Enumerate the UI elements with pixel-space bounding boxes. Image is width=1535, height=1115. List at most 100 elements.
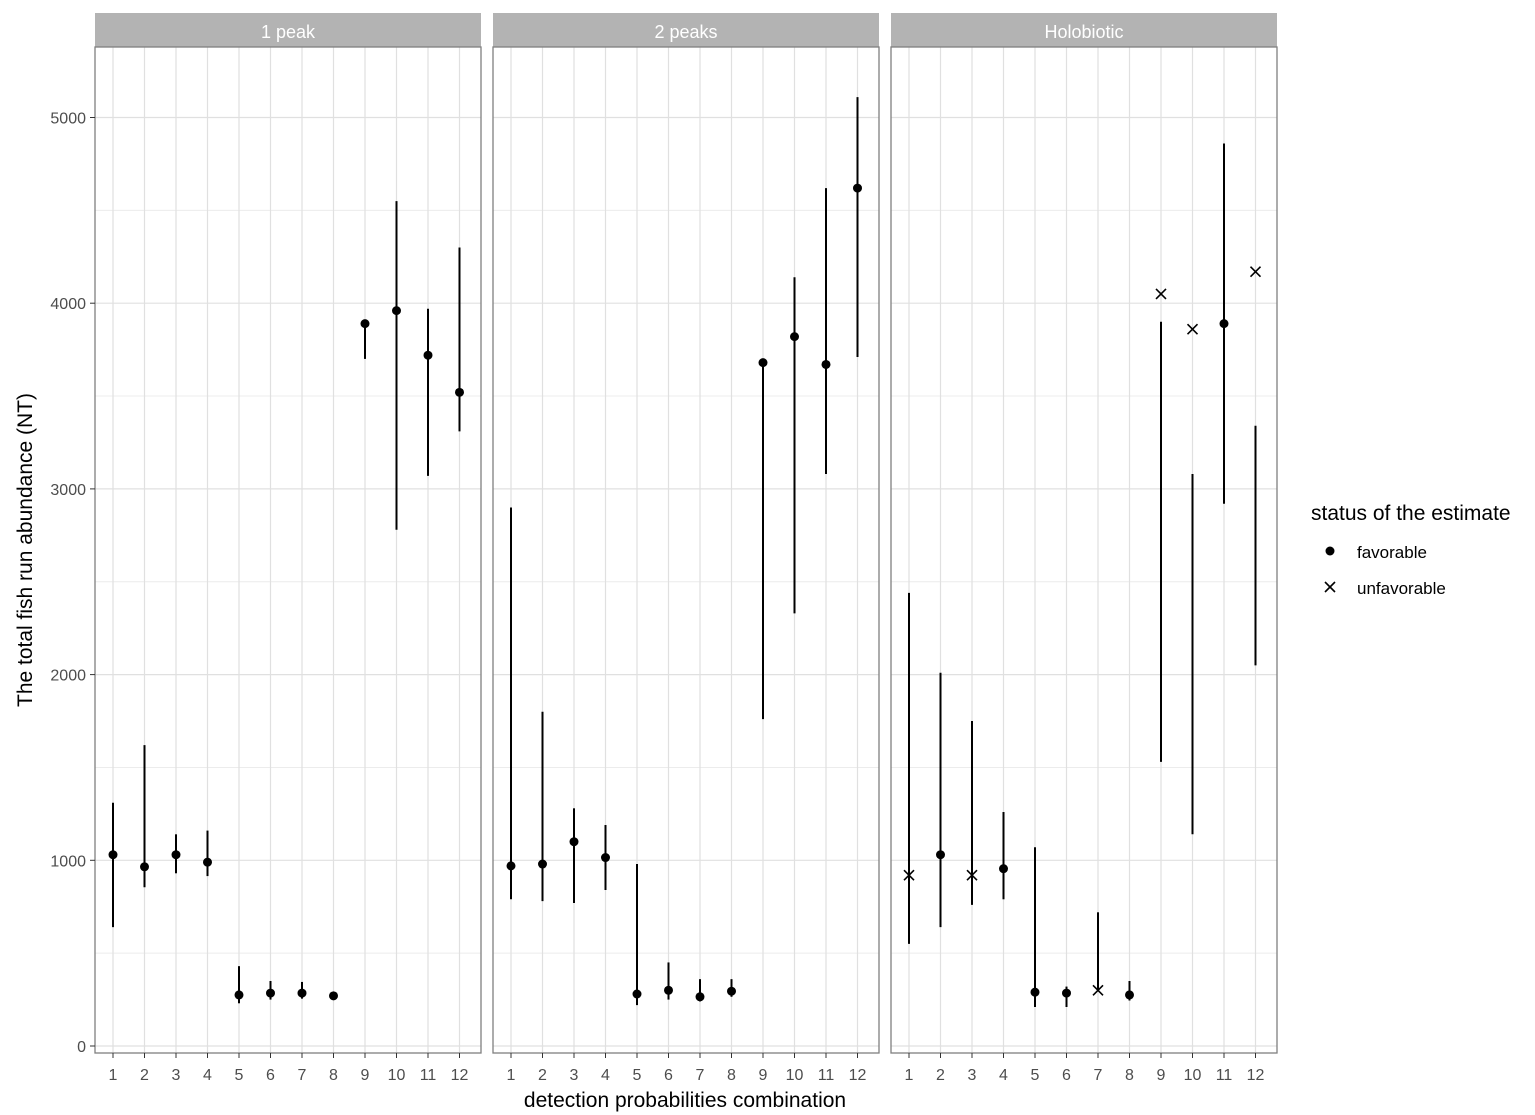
point-favorable bbox=[1062, 988, 1071, 998]
point-favorable bbox=[360, 319, 370, 329]
x-tick-label: 5 bbox=[633, 1067, 642, 1084]
panel-border bbox=[890, 46, 1278, 1054]
y-tick-label: 5000 bbox=[50, 111, 86, 128]
point-unfavorable bbox=[1092, 984, 1104, 996]
x-tick-label: 8 bbox=[1125, 1067, 1134, 1084]
x-tick-label: 6 bbox=[1062, 1067, 1071, 1084]
x-tick-label: 4 bbox=[999, 1067, 1008, 1084]
point-favorable bbox=[999, 864, 1008, 874]
facet-strip bbox=[95, 13, 481, 47]
x-tick-label: 9 bbox=[759, 1067, 768, 1084]
point-favorable bbox=[297, 988, 307, 998]
x-tick-label: 11 bbox=[818, 1067, 835, 1084]
x-tick-label: 4 bbox=[203, 1067, 212, 1084]
y-tick-label: 3000 bbox=[50, 482, 86, 499]
x-tick-label: 5 bbox=[235, 1067, 244, 1084]
legend-key-unfavorable bbox=[1324, 581, 1336, 593]
x-tick-label: 7 bbox=[298, 1067, 307, 1084]
x-tick-label: 2 bbox=[936, 1067, 945, 1084]
point-favorable bbox=[455, 387, 464, 397]
x-tick-label: 11 bbox=[1216, 1067, 1233, 1084]
x-tick-label: 3 bbox=[968, 1067, 977, 1084]
point-favorable bbox=[632, 989, 642, 999]
x-tick-label: 11 bbox=[420, 1067, 437, 1084]
x-tick-label: 9 bbox=[1157, 1067, 1166, 1084]
point-favorable bbox=[266, 988, 275, 998]
x-tick-label: 9 bbox=[361, 1067, 370, 1084]
point-favorable bbox=[1030, 987, 1040, 997]
x-tick-label: 1 bbox=[507, 1067, 516, 1084]
point-favorable bbox=[171, 850, 181, 860]
y-tick-label: 0 bbox=[77, 1039, 86, 1056]
point-favorable bbox=[790, 332, 799, 342]
legend-label-favorable: favorable bbox=[1357, 543, 1427, 562]
x-tick-label: 1 bbox=[109, 1067, 118, 1084]
point-favorable bbox=[234, 990, 244, 1000]
x-tick-label: 7 bbox=[1094, 1067, 1103, 1084]
point-unfavorable bbox=[1249, 266, 1262, 278]
point-favorable bbox=[423, 350, 433, 360]
point-favorable bbox=[853, 183, 862, 193]
point-favorable bbox=[108, 850, 118, 860]
x-tick-label: 12 bbox=[1247, 1067, 1265, 1084]
x-tick-label: 2 bbox=[140, 1067, 149, 1084]
y-tick-label: 2000 bbox=[50, 668, 86, 685]
point-favorable bbox=[538, 859, 547, 869]
x-tick-label: 8 bbox=[329, 1067, 338, 1084]
facet-strip-label: 1 peak bbox=[261, 22, 316, 42]
x-tick-label: 4 bbox=[601, 1067, 610, 1084]
facet-strip bbox=[493, 13, 879, 47]
point-unfavorable bbox=[1186, 323, 1199, 335]
x-tick-label: 1 bbox=[905, 1067, 914, 1084]
x-tick-label: 6 bbox=[664, 1067, 673, 1084]
x-tick-label: 10 bbox=[388, 1067, 406, 1084]
panel-border bbox=[492, 46, 880, 1054]
point-favorable bbox=[727, 986, 736, 996]
x-tick-label: 3 bbox=[570, 1067, 579, 1084]
x-axis-title: detection probabilities combination bbox=[524, 1089, 846, 1112]
x-tick-label: 3 bbox=[172, 1067, 181, 1084]
y-axis: 0 1000 2000 3000 4000 5000 bbox=[50, 111, 95, 1056]
point-favorable bbox=[1125, 990, 1134, 1000]
facet-strip-label: Holobiotic bbox=[1044, 22, 1123, 42]
x-tick-label: 2 bbox=[538, 1067, 547, 1084]
x-tick-label: 6 bbox=[266, 1067, 275, 1084]
point-favorable bbox=[664, 985, 673, 995]
point-favorable bbox=[506, 861, 516, 871]
point-favorable bbox=[936, 850, 945, 860]
point-unfavorable bbox=[1155, 288, 1167, 300]
facet-strip-label: 2 peaks bbox=[654, 22, 717, 42]
y-tick-label: 4000 bbox=[50, 296, 86, 313]
point-favorable bbox=[203, 857, 212, 867]
facet-strip bbox=[891, 13, 1277, 47]
panel-border bbox=[94, 46, 482, 1054]
point-favorable bbox=[758, 358, 768, 368]
point-favorable bbox=[329, 991, 338, 1001]
y-axis-title: The total fish run abundance (NT) bbox=[14, 393, 37, 707]
x-tick-label: 12 bbox=[849, 1067, 867, 1084]
point-favorable bbox=[140, 862, 149, 872]
legend-label-unfavorable: unfavorable bbox=[1357, 579, 1446, 598]
point-favorable bbox=[695, 992, 705, 1002]
legend-key-favorable bbox=[1325, 546, 1335, 556]
point-favorable bbox=[1219, 319, 1229, 329]
y-tick-label: 1000 bbox=[50, 853, 86, 870]
x-tick-label: 7 bbox=[696, 1067, 705, 1084]
x-tick-label: 10 bbox=[1184, 1067, 1202, 1084]
legend-title: status of the estimate bbox=[1311, 502, 1511, 525]
point-favorable bbox=[569, 837, 579, 847]
x-tick-label: 10 bbox=[786, 1067, 804, 1084]
x-tick-label: 8 bbox=[727, 1067, 736, 1084]
point-favorable bbox=[821, 359, 831, 369]
point-favorable bbox=[601, 853, 610, 863]
point-unfavorable bbox=[903, 869, 915, 881]
point-unfavorable bbox=[966, 869, 978, 881]
x-tick-label: 12 bbox=[451, 1067, 469, 1084]
point-favorable bbox=[392, 306, 401, 316]
legend: status of the estimate favorable unfavor… bbox=[1311, 502, 1511, 598]
